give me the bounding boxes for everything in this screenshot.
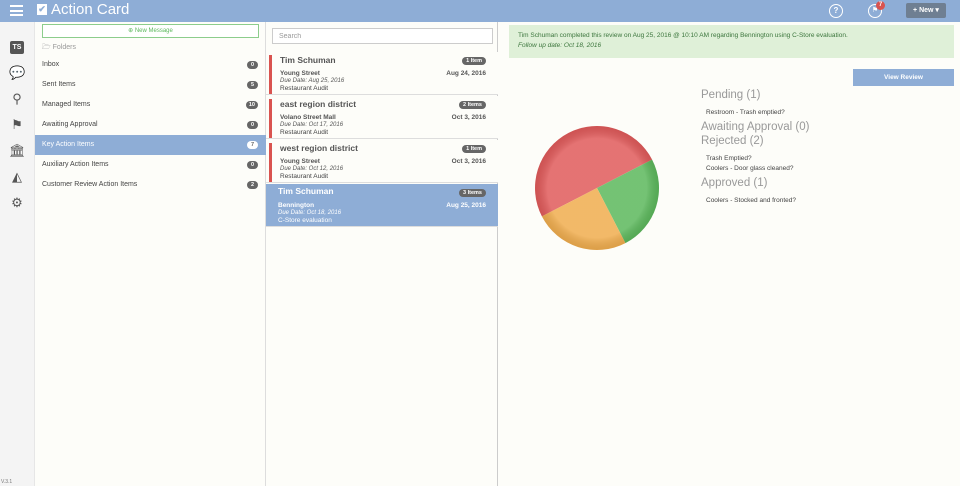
card-form: Restaurant Audit — [280, 129, 329, 136]
bank-icon[interactable]: 🏛 — [9, 143, 26, 158]
message-list: Tim Schuman 1 Item Young Street Aug 24, … — [266, 22, 498, 486]
card-form: Restaurant Audit — [280, 173, 329, 180]
notification-badge: 7 — [876, 1, 885, 10]
folder-item[interactable]: Auxiliary Action Items 0 — [35, 155, 266, 175]
card-date: Oct 3, 2016 — [451, 158, 486, 165]
folder-count-badge: 5 — [247, 81, 258, 89]
follow-up-date: Follow up date: Oct 18, 2016 — [518, 42, 602, 49]
view-review-button[interactable]: View Review — [853, 69, 954, 86]
new-button[interactable]: + New ▾ — [906, 3, 946, 18]
card-date: Aug 24, 2016 — [446, 70, 486, 77]
card-title: Tim Schuman — [278, 186, 334, 196]
folders-heading: 🗁 Folders — [42, 44, 76, 51]
folder-item[interactable]: Key Action Items 7 — [35, 135, 266, 155]
folder-label: Managed Items — [42, 101, 91, 108]
menu-icon[interactable] — [10, 5, 23, 16]
checkbox-icon: ✔ — [37, 4, 47, 15]
card-due-date: Due Date: Oct 18, 2016 — [278, 210, 342, 216]
pie-shading — [535, 126, 659, 250]
priority-bar — [269, 55, 272, 94]
map-marker-icon[interactable]: ⚲ — [12, 91, 22, 106]
folder-count-badge: 7 — [247, 141, 258, 149]
message-card[interactable]: Tim Schuman 3 Items Bennington Aug 25, 2… — [266, 184, 498, 227]
folder-label: Awaiting Approval — [42, 121, 98, 128]
card-form: Restaurant Audit — [280, 85, 329, 92]
card-location: Young Street — [280, 70, 320, 77]
folder-count-badge: 0 — [247, 121, 258, 129]
item-count-badge: 3 Items — [459, 189, 486, 197]
folder-item[interactable]: Customer Review Action Items 2 — [35, 175, 266, 195]
priority-bar — [269, 99, 272, 138]
help-icon[interactable]: ? — [829, 4, 843, 18]
item-count-badge: 1 Item — [462, 145, 486, 153]
message-card[interactable]: Tim Schuman 1 Item Young Street Aug 24, … — [266, 52, 498, 95]
priority-bar — [269, 143, 272, 182]
status-pie-chart — [535, 126, 659, 250]
app-title: Action Card — [51, 1, 130, 18]
folder-count-badge: 10 — [245, 101, 258, 109]
card-location: Volano Street Mall — [280, 114, 336, 121]
card-date: Oct 3, 2016 — [451, 114, 486, 121]
folder-item[interactable]: Awaiting Approval 0 — [35, 115, 266, 135]
status-item[interactable]: Restroom - Trash emptied? — [706, 109, 785, 116]
user-avatar[interactable]: TS — [10, 41, 24, 54]
folder-count-badge: 2 — [247, 181, 258, 189]
folder-label: Auxiliary Action Items — [42, 161, 109, 168]
status-section-title: Awaiting Approval (0) — [701, 121, 810, 133]
item-count-badge: 2 Items — [459, 101, 486, 109]
card-title: east region district — [280, 99, 357, 109]
message-card[interactable]: west region district 1 Item Young Street… — [266, 140, 498, 183]
status-section-title: Pending (1) — [701, 89, 761, 101]
card-location: Bennington — [278, 202, 315, 209]
folder-count-badge: 0 — [247, 161, 258, 169]
notice-text: Tim Schuman completed this review on Aug… — [518, 32, 848, 39]
status-item[interactable]: Trash Emptied? — [706, 155, 752, 162]
gear-icon[interactable]: ⚙ — [11, 195, 23, 210]
card-due-date: Due Date: Oct 17, 2016 — [280, 122, 344, 128]
folder-item[interactable]: Sent Items 5 — [35, 75, 266, 95]
card-title: west region district — [280, 143, 358, 153]
status-section-title: Rejected (2) — [701, 135, 764, 147]
card-date: Aug 25, 2016 — [446, 202, 486, 209]
app-logo[interactable]: ✔ Action Card — [37, 1, 129, 18]
card-location: Young Street — [280, 158, 320, 165]
message-card[interactable]: east region district 2 Items Volano Stre… — [266, 96, 498, 139]
area-chart-icon[interactable]: ◭ — [12, 169, 22, 184]
version-label: V.3.1 — [1, 479, 13, 485]
folder-label: Key Action Items — [42, 141, 95, 148]
folder-label: Customer Review Action Items — [42, 181, 138, 188]
folder-item[interactable]: Managed Items 10 — [35, 95, 266, 115]
folders-panel: ⊕ New Message 🗁 Folders Inbox 0 Sent Items… — [35, 22, 266, 486]
folder-count-badge: 0 — [247, 61, 258, 69]
folder-label: Sent Items — [42, 81, 76, 88]
icon-rail: TS 💬 ⚲ ⚑ 🏛 ◭ ⚙ — [0, 22, 35, 486]
card-title: Tim Schuman — [280, 55, 336, 65]
folder-item[interactable]: Inbox 0 — [35, 55, 266, 75]
item-count-badge: 1 Item — [462, 57, 486, 65]
status-item[interactable]: Coolers - Stocked and fronted? — [706, 197, 796, 204]
comments-icon[interactable]: 💬 — [9, 65, 26, 80]
card-form: C-Store evaluation — [278, 217, 332, 224]
card-due-date: Due Date: Aug 25, 2016 — [280, 78, 345, 84]
flag-notifications-icon[interactable]: ⚑ — [868, 4, 882, 18]
top-bar: ✔ Action Card ? ⚑ 7 + New ▾ — [0, 0, 960, 22]
folder-label: Inbox — [42, 61, 60, 68]
status-item[interactable]: Coolers - Door glass cleaned? — [706, 165, 794, 172]
search-input[interactable] — [272, 28, 493, 44]
status-section-title: Approved (1) — [701, 177, 768, 189]
flag-icon[interactable]: ⚑ — [11, 117, 23, 132]
review-notice: Tim Schuman completed this review on Aug… — [509, 25, 954, 58]
card-due-date: Due Date: Oct 12, 2016 — [280, 166, 344, 172]
new-message-button[interactable]: ⊕ New Message — [42, 24, 259, 38]
